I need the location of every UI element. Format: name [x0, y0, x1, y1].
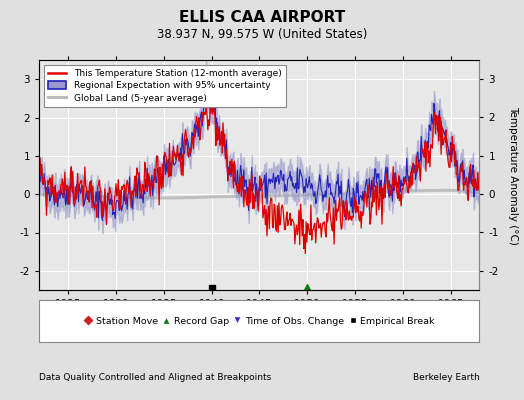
Text: Berkeley Earth: Berkeley Earth	[413, 374, 479, 382]
Text: ELLIS CAA AIRPORT: ELLIS CAA AIRPORT	[179, 10, 345, 26]
Legend: This Temperature Station (12-month average), Regional Expectation with 95% uncer: This Temperature Station (12-month avera…	[44, 64, 286, 107]
Text: 38.937 N, 99.575 W (United States): 38.937 N, 99.575 W (United States)	[157, 28, 367, 41]
Legend: Station Move, Record Gap, Time of Obs. Change, Empirical Break: Station Move, Record Gap, Time of Obs. C…	[82, 315, 436, 327]
Y-axis label: Temperature Anomaly (°C): Temperature Anomaly (°C)	[508, 106, 518, 244]
Text: Data Quality Controlled and Aligned at Breakpoints: Data Quality Controlled and Aligned at B…	[39, 374, 271, 382]
